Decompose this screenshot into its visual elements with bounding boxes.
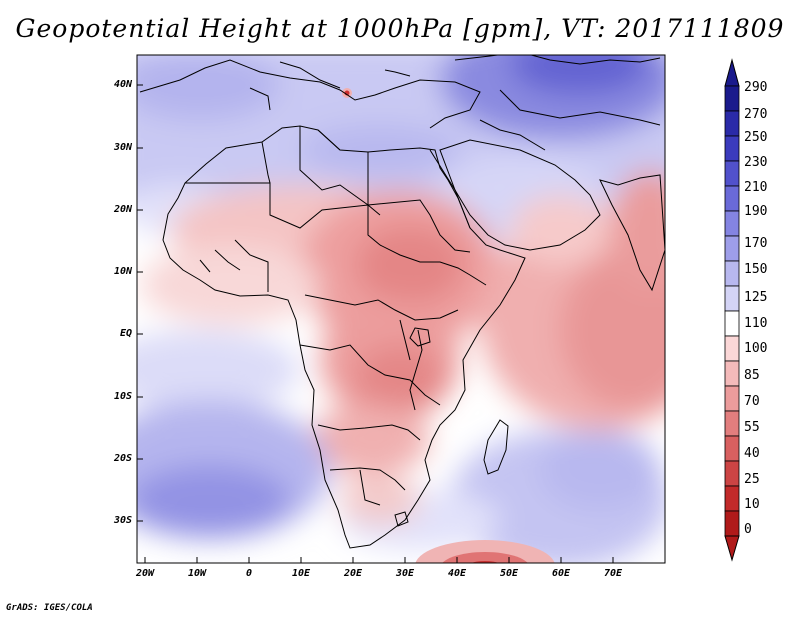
colorbar-swatch xyxy=(724,185,740,212)
colorbar-swatch xyxy=(724,510,740,537)
colorbar-swatch xyxy=(724,110,740,137)
colorbar-label: 270 xyxy=(744,107,768,122)
lon-label-0: 0 xyxy=(245,568,253,579)
colorbar-swatch xyxy=(724,210,740,237)
colorbar-label: 85 xyxy=(744,368,760,383)
colorbar-swatch xyxy=(724,310,740,337)
colorbar-label: 40 xyxy=(744,446,760,461)
lon-label-10e: 10E xyxy=(291,568,311,579)
colorbar-label: 10 xyxy=(744,497,760,512)
colorbar-swatch xyxy=(724,235,740,262)
colorbar-label: 125 xyxy=(744,290,768,305)
colorbar-swatch xyxy=(724,485,740,512)
colorbar-label: 230 xyxy=(744,155,768,170)
colorbar-swatch xyxy=(724,410,740,437)
lat-label-30s: 30S xyxy=(113,515,132,526)
colorbar-swatch xyxy=(724,435,740,462)
lon-label-40e: 40E xyxy=(447,568,467,579)
colorbar-label: 150 xyxy=(744,262,768,277)
lat-label-20n: 20N xyxy=(113,204,132,215)
page-title: Geopotential Height at 1000hPa [gpm], VT… xyxy=(15,14,785,43)
lat-label-10s: 10S xyxy=(113,391,132,402)
colorbar xyxy=(724,58,740,562)
colorbar-label: 55 xyxy=(744,420,760,435)
colorbar-swatch xyxy=(724,285,740,312)
colorbar-label: 290 xyxy=(744,80,768,95)
colorbar-label: 100 xyxy=(744,341,768,356)
colorbar-swatch xyxy=(724,385,740,412)
tick-marks xyxy=(137,84,614,563)
lon-label-10w: 10W xyxy=(187,568,207,579)
colorbar-top-arrow xyxy=(724,58,740,87)
colorbar-bottom-arrow xyxy=(724,535,740,562)
lon-label-20w: 20W xyxy=(135,568,155,579)
lon-label-70e: 70E xyxy=(603,568,623,579)
lon-label-30e: 30E xyxy=(395,568,415,579)
lon-label-20e: 20E xyxy=(343,568,363,579)
lon-label-50e: 50E xyxy=(499,568,519,579)
lon-label-60e: 60E xyxy=(551,568,571,579)
colorbar-label: 0 xyxy=(744,522,752,537)
colorbar-label: 70 xyxy=(744,394,760,409)
colorbar-swatch xyxy=(724,85,740,112)
colorbar-swatch xyxy=(724,160,740,187)
lat-label-30n: 30N xyxy=(113,142,132,153)
colorbar-label: 110 xyxy=(744,316,768,331)
lat-label-eq: EQ xyxy=(119,328,132,339)
lat-label-10n: 10N xyxy=(113,266,132,277)
height-field xyxy=(137,55,665,563)
colorbar-swatch xyxy=(724,460,740,487)
colorbar-swatch xyxy=(724,335,740,362)
plot-frame xyxy=(136,54,666,564)
colorbar-swatch xyxy=(724,260,740,287)
credit-text: GrADS: IGES/COLA xyxy=(6,603,93,613)
colorbar-label: 170 xyxy=(744,236,768,251)
lat-label-20s: 20S xyxy=(113,453,132,464)
colorbar-label: 250 xyxy=(744,130,768,145)
colorbar-label: 190 xyxy=(744,204,768,219)
colorbar-label: 25 xyxy=(744,472,760,487)
colorbar-swatch xyxy=(724,135,740,162)
coastlines-and-borders xyxy=(139,55,665,549)
colorbar-swatch xyxy=(724,360,740,387)
lat-label-40n: 40N xyxy=(113,79,132,90)
colorbar-label: 210 xyxy=(744,180,768,195)
